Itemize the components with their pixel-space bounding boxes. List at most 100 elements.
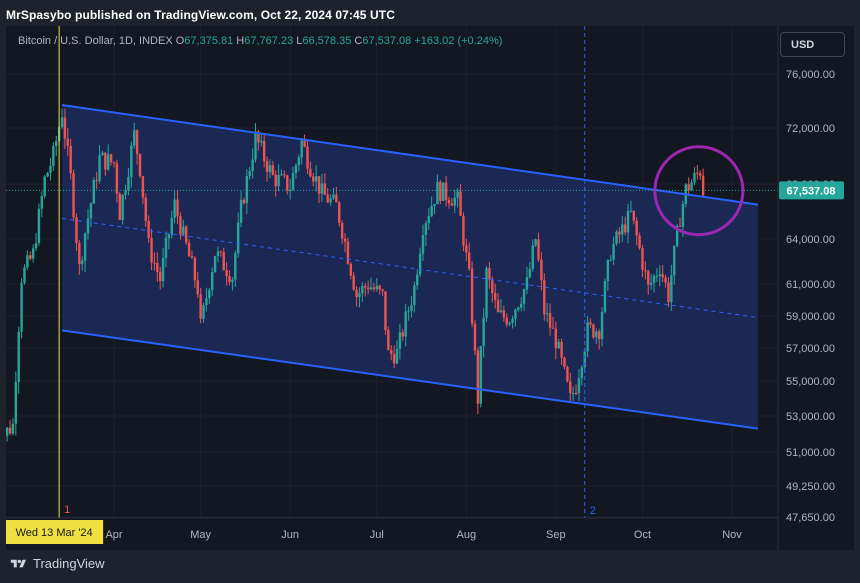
candle-body: [675, 225, 679, 246]
candle-body: [219, 251, 223, 253]
candle-body: [577, 378, 581, 394]
candle-body: [254, 131, 257, 160]
candle-body: [499, 310, 503, 313]
channel-mid-line: [61, 217, 759, 319]
candle-body: [312, 176, 315, 182]
chart-pane[interactable]: 1 2 76,000.0072,000.0068,000.0064,000.006…: [6, 26, 854, 550]
candle-body: [187, 242, 191, 257]
candle-body: [699, 173, 702, 176]
marker-1-label: 1: [64, 504, 70, 516]
candle-body: [554, 328, 558, 349]
candle-body: [78, 243, 81, 265]
candle-body: [170, 217, 173, 235]
candle-body: [658, 274, 662, 276]
candle-body: [343, 238, 347, 242]
candle-body: [86, 218, 90, 234]
candle-body: [112, 162, 116, 164]
x-tick-label: Aug: [457, 529, 477, 541]
x-tick-label: Jul: [370, 529, 384, 541]
candle-body: [271, 165, 275, 175]
tradingview-logo-icon: [10, 559, 26, 567]
candle-body: [696, 172, 699, 174]
candle-body: [644, 269, 647, 272]
candle-body: [470, 268, 474, 324]
candle-body: [493, 293, 497, 300]
axis-group: 76,000.0072,000.0068,000.0064,000.0061,0…: [6, 26, 844, 550]
candle-body: [473, 323, 477, 351]
y-tick-label: 49,250.00: [786, 481, 835, 493]
candle-body: [306, 146, 309, 169]
candle-body: [69, 145, 72, 174]
candle-body: [586, 322, 589, 352]
candle-body: [606, 260, 610, 282]
candle-body: [488, 268, 491, 280]
candle-body: [626, 210, 630, 233]
candle-body: [502, 310, 506, 318]
candle-body: [418, 253, 422, 275]
candle-body: [251, 159, 254, 172]
candle-body: [115, 163, 119, 194]
footer: TradingView: [10, 556, 105, 571]
candle-body: [525, 277, 529, 290]
candle-body: [701, 175, 705, 196]
candle-body: [459, 191, 462, 216]
candle-body: [514, 309, 517, 319]
candle-body: [63, 117, 67, 139]
candle-body: [231, 279, 234, 283]
candle-body: [410, 305, 413, 311]
candle-body: [358, 293, 361, 298]
candle-body: [222, 252, 225, 271]
candle-body: [286, 175, 289, 191]
y-tick-label: 64,000.00: [786, 234, 835, 246]
candle-body: [283, 174, 286, 176]
candle-body: [364, 285, 367, 288]
candle-body: [384, 291, 387, 331]
x-tick-label: Sep: [546, 529, 566, 541]
candle-body: [670, 275, 673, 303]
candle-body: [571, 392, 575, 394]
candle-body: [566, 366, 569, 382]
candle-body: [40, 196, 44, 209]
candle-body: [135, 130, 139, 155]
candle-body: [404, 311, 407, 337]
marker-2-label: 2: [590, 505, 596, 517]
candle-body: [43, 176, 46, 197]
candle-body: [664, 277, 667, 283]
candle-body: [280, 174, 283, 176]
candle-body: [297, 157, 301, 166]
candle-body: [678, 225, 682, 227]
candle-body: [652, 275, 656, 283]
candle-body: [147, 220, 150, 239]
currency-button[interactable]: USD: [780, 32, 845, 57]
candle-body: [392, 354, 396, 364]
low-label: L: [296, 35, 303, 47]
x-tick-label: Apr: [105, 529, 122, 541]
candle-body: [543, 280, 546, 315]
candle-body: [453, 197, 456, 206]
candle-body: [444, 182, 448, 200]
candle-body: [485, 268, 488, 318]
candle-body: [98, 155, 101, 181]
candle-body: [288, 189, 292, 191]
candle-body: [430, 205, 433, 217]
candle-body: [589, 322, 592, 325]
symbol-name: Bitcoin / U.S. Dollar, 1D, INDEX: [18, 35, 173, 47]
candle-body: [427, 216, 430, 224]
candle-body: [121, 194, 124, 221]
candle-body: [661, 274, 664, 278]
candle-body: [424, 223, 428, 236]
candle-body: [462, 215, 465, 246]
candle-body: [468, 252, 471, 269]
y-tick-label: 61,000.00: [786, 279, 835, 291]
candle-body: [176, 199, 179, 217]
candle-body: [366, 287, 370, 290]
candle-body: [569, 381, 572, 394]
candle-body: [519, 303, 523, 308]
candle-body: [629, 210, 633, 212]
candle-body: [179, 216, 182, 235]
candle-body: [482, 317, 485, 346]
candle-body: [511, 318, 514, 323]
candle-body: [436, 181, 439, 205]
candle-body: [456, 191, 459, 198]
chart-svg[interactable]: 1 2 76,000.0072,000.0068,000.0064,000.006…: [6, 26, 854, 550]
